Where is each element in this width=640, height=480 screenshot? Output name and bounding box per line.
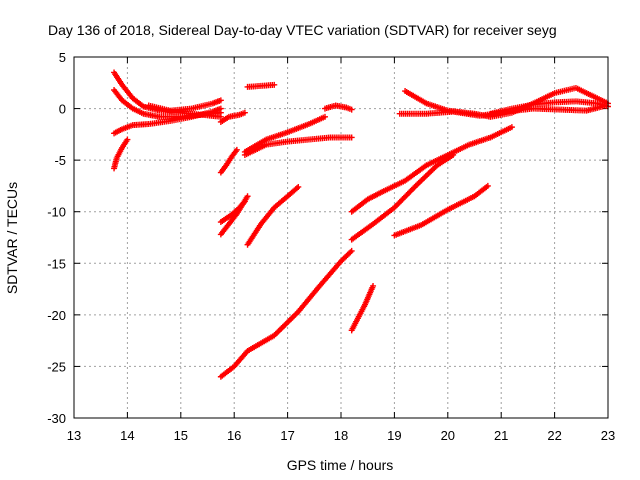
x-tick-label: 17 [280, 428, 294, 443]
data-series [111, 136, 131, 172]
data-point [217, 105, 224, 112]
data-series [244, 81, 278, 90]
data-series [111, 105, 224, 137]
x-tick-label: 19 [387, 428, 401, 443]
plot-frame [73, 56, 609, 419]
data-point [271, 81, 278, 88]
x-tick-label: 15 [174, 428, 188, 443]
data-point [508, 124, 515, 131]
data-series [391, 182, 491, 239]
data-points [111, 69, 611, 380]
x-tick-label: 13 [67, 428, 81, 443]
data-point [244, 193, 251, 200]
data-series [145, 97, 224, 114]
y-tick-label: 5 [59, 50, 66, 65]
y-tick-label: -20 [47, 308, 66, 323]
x-tick-label: 16 [227, 428, 241, 443]
data-point [124, 136, 131, 143]
data-series [348, 282, 377, 334]
data-series [402, 84, 611, 120]
data-series [217, 247, 355, 380]
x-tick-label: 14 [120, 428, 134, 443]
y-tick-label: -10 [47, 205, 66, 220]
x-tick-label: 21 [494, 428, 508, 443]
data-point [295, 183, 302, 190]
y-tick-label: -30 [47, 411, 66, 426]
data-series [241, 134, 355, 158]
data-point [241, 198, 248, 205]
data-series [241, 113, 328, 155]
data-point [450, 151, 457, 158]
data-point [370, 282, 377, 289]
data-series [348, 151, 457, 243]
data-point [348, 106, 355, 113]
data-point [321, 113, 328, 120]
data-series [217, 146, 240, 176]
data-series [217, 198, 248, 226]
y-axis-label: SDTVAR / TECUs [4, 182, 20, 294]
y-tick-label: -15 [47, 256, 66, 271]
data-point [348, 134, 355, 141]
x-tick-label: 23 [601, 428, 615, 443]
y-tick-label: 0 [59, 102, 66, 117]
data-point [240, 199, 247, 206]
data-point [233, 146, 240, 153]
axis-ticks: 13 14 15 16 17 18 19 20 21 22 23 5 0 -5 -10 -15 -20 -25 -3… [47, 50, 615, 443]
data-point [484, 182, 491, 189]
data-point [348, 247, 355, 254]
data-series [217, 109, 248, 125]
x-tick-label: 20 [441, 428, 455, 443]
y-tick-label: -25 [47, 359, 66, 374]
data-series [111, 87, 224, 120]
chart-title: Day 136 of 2018, Sidereal Day-to-day VTE… [48, 22, 557, 38]
x-axis-label: GPS time / hours [287, 457, 394, 473]
x-tick-label: 18 [334, 428, 348, 443]
data-point [217, 97, 224, 104]
y-tick-label: -5 [54, 153, 66, 168]
data-series [321, 102, 355, 113]
x-tick-label: 22 [547, 428, 561, 443]
data-series [487, 98, 611, 117]
data-series [244, 183, 302, 248]
data-point [241, 109, 248, 116]
